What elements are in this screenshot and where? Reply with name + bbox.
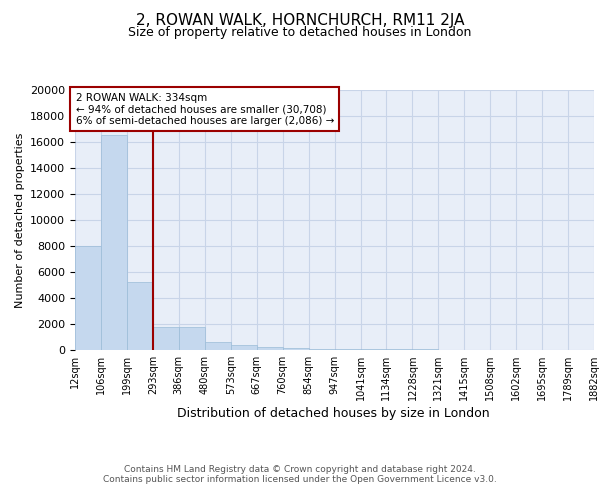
- Bar: [257, 348, 283, 350]
- Bar: [361, 349, 386, 350]
- Bar: [101, 136, 127, 350]
- Text: Size of property relative to detached houses in London: Size of property relative to detached ho…: [128, 26, 472, 39]
- Bar: [179, 327, 205, 350]
- Bar: [153, 326, 179, 350]
- Text: 2 ROWAN WALK: 334sqm
← 94% of detached houses are smaller (30,708)
6% of semi-de: 2 ROWAN WALK: 334sqm ← 94% of detached h…: [76, 92, 334, 126]
- Bar: [335, 348, 361, 350]
- Bar: [127, 282, 153, 350]
- Bar: [230, 346, 257, 350]
- Bar: [308, 348, 335, 350]
- Bar: [283, 348, 308, 350]
- Bar: [205, 342, 230, 350]
- Text: Contains HM Land Registry data © Crown copyright and database right 2024.
Contai: Contains HM Land Registry data © Crown c…: [103, 465, 497, 484]
- Text: 2, ROWAN WALK, HORNCHURCH, RM11 2JA: 2, ROWAN WALK, HORNCHURCH, RM11 2JA: [136, 12, 464, 28]
- Text: Distribution of detached houses by size in London: Distribution of detached houses by size …: [176, 408, 490, 420]
- Bar: [75, 246, 101, 350]
- Y-axis label: Number of detached properties: Number of detached properties: [14, 132, 25, 308]
